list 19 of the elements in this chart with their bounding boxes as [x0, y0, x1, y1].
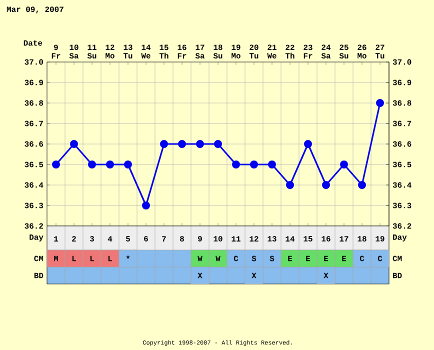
- point: [376, 99, 384, 108]
- point: [340, 160, 348, 169]
- point: [250, 160, 258, 169]
- point: [88, 160, 96, 169]
- point: [358, 181, 366, 190]
- point: [124, 160, 132, 169]
- point: [196, 140, 204, 148]
- point: [322, 181, 330, 190]
- point: [178, 140, 186, 148]
- point: [160, 140, 168, 148]
- point: [214, 140, 222, 148]
- point: [268, 160, 276, 169]
- point: [106, 160, 114, 169]
- point: [286, 181, 294, 190]
- point: [52, 160, 60, 169]
- point: [142, 202, 150, 210]
- point: [304, 140, 312, 148]
- point: [232, 160, 240, 169]
- point: [70, 140, 78, 148]
